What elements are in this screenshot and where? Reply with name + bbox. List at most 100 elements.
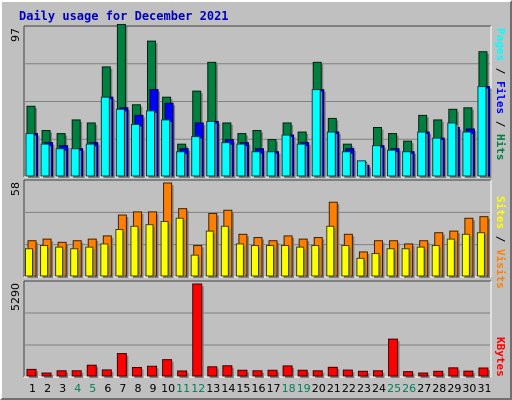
day-label: 3: [59, 382, 66, 395]
kbytes-bar: [71, 370, 82, 377]
day-label: 5: [89, 382, 96, 395]
sites-bar: [25, 248, 33, 277]
kbytes-bar: [463, 370, 474, 377]
sites-bar: [431, 245, 440, 277]
sites-bar: [70, 248, 79, 277]
day-label: 13: [206, 382, 220, 395]
pages-bar: [447, 122, 457, 177]
kbytes-bar: [403, 371, 414, 377]
day-label: 22: [342, 382, 356, 395]
day-label: 7: [119, 382, 126, 395]
sites-bar: [145, 224, 154, 277]
pages-bar: [85, 143, 95, 177]
kbytes-bar: [86, 364, 97, 377]
visits-side-label-part: Visits: [494, 249, 507, 289]
sites-bar: [401, 248, 410, 277]
kbytes-bar: [372, 370, 383, 377]
hits-ymax-label: 97: [9, 28, 22, 42]
kbytes-bar: [131, 366, 142, 377]
day-label: 12: [191, 382, 205, 395]
sites-bar: [130, 225, 139, 277]
sites-bar: [55, 246, 64, 277]
kbytes-bar: [448, 367, 459, 377]
sites-bar: [205, 230, 214, 277]
hits-side-label-part: Files: [494, 81, 507, 114]
day-label: 19: [297, 382, 311, 395]
pages-bar: [326, 131, 336, 177]
pages-bar: [417, 131, 427, 177]
day-label: 6: [104, 382, 111, 395]
kbytes-bar: [101, 369, 112, 377]
pages-bar: [221, 142, 231, 177]
pages-bar: [341, 151, 351, 177]
pages-bar: [462, 131, 472, 177]
pages-bar: [55, 148, 65, 177]
pages-bar: [236, 143, 246, 177]
kbytes-side-label-part: KBytes: [494, 337, 507, 377]
day-label: 20: [312, 382, 326, 395]
day-label: 26: [402, 382, 416, 395]
kbytes-bar: [177, 370, 188, 377]
kbytes-bar: [327, 366, 338, 377]
day-label: 8: [134, 382, 141, 395]
sites-bar: [416, 246, 425, 277]
pages-bar: [25, 133, 35, 177]
pages-bar: [402, 151, 412, 177]
kbytes-bar: [282, 365, 293, 377]
day-label: 30: [462, 382, 476, 395]
kbytes-side-label: KBytes: [494, 337, 507, 377]
day-label: 23: [357, 382, 371, 395]
sites-bar: [341, 245, 350, 277]
kbytes-bar: [116, 353, 127, 377]
sites-bar: [160, 220, 169, 277]
day-label: 31: [477, 382, 491, 395]
sites-bar: [40, 245, 49, 277]
day-label: 24: [372, 382, 386, 395]
pages-bar: [251, 151, 261, 177]
sites-bar: [175, 217, 184, 277]
pages-bar: [100, 96, 110, 177]
kbytes-bar: [237, 369, 248, 377]
day-label: 16: [252, 382, 266, 395]
day-label: 28: [432, 382, 446, 395]
kbytes-bar: [388, 338, 399, 377]
visits-side-label-part: Sites: [494, 196, 507, 229]
kbytes-bar: [478, 367, 489, 377]
pages-bar: [387, 149, 397, 177]
day-label: 29: [447, 382, 461, 395]
pages-bar: [432, 137, 442, 177]
day-label: 25: [387, 382, 401, 395]
kbytes-bar: [207, 366, 218, 377]
kbytes-bar: [41, 372, 52, 377]
day-label: 17: [267, 382, 281, 395]
sites-bar: [115, 229, 124, 277]
pages-bar: [206, 120, 216, 177]
sites-bar: [296, 246, 305, 277]
kbytes-bar: [252, 370, 263, 377]
day-label: 10: [161, 382, 175, 395]
day-label: 27: [417, 382, 431, 395]
pages-bar: [296, 143, 306, 177]
kbytes-bar: [312, 370, 323, 377]
pages-bar: [40, 143, 50, 177]
kbytes-bar: [418, 372, 429, 377]
sites-bar: [281, 245, 290, 277]
pages-bar: [191, 136, 201, 177]
hits-side-label-separator: /: [494, 114, 507, 134]
pages-bar: [146, 110, 156, 177]
kbytes-bar: [267, 369, 278, 377]
visits-side-label-separator: /: [494, 229, 507, 249]
kbytes-bar: [357, 370, 368, 377]
sites-bar: [311, 245, 320, 277]
pages-bar: [356, 160, 366, 177]
day-label: 21: [327, 382, 341, 395]
kbytes-bar: [297, 369, 308, 377]
pages-bar: [176, 151, 186, 177]
kbytes-bar-shadow: [420, 375, 430, 378]
kbytes-panel: [24, 281, 491, 377]
pages-bar: [477, 86, 487, 177]
sites-bar: [235, 243, 244, 277]
day-label: 9: [150, 382, 157, 395]
day-label: 15: [236, 382, 250, 395]
kbytes-bar: [342, 369, 353, 377]
